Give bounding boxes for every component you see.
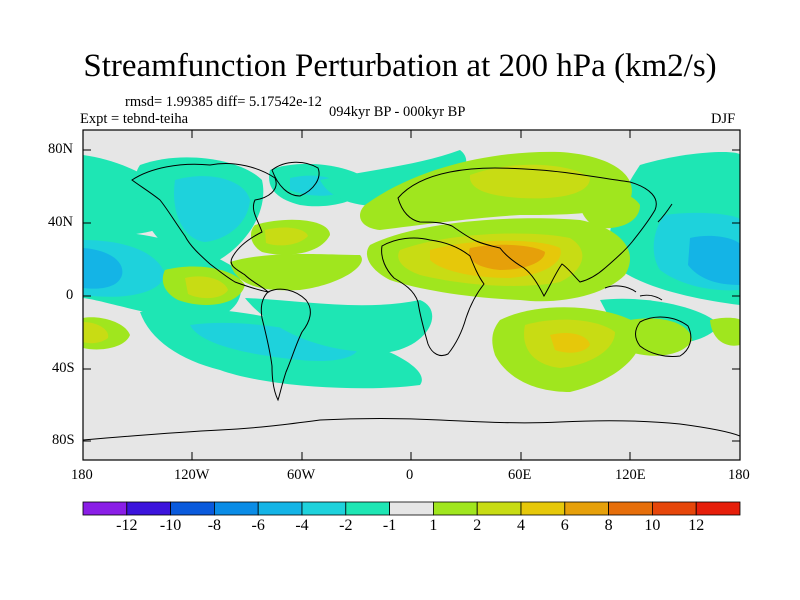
- colorbar-box: [608, 501, 653, 516]
- x-tick-60w: 60W: [287, 467, 316, 483]
- colorbar: [82, 501, 741, 516]
- coast-africa: [381, 237, 485, 357]
- coast-antarctica: [83, 418, 740, 441]
- contour-negative-siberia: [665, 156, 725, 180]
- coast-europe-asia: [397, 167, 657, 298]
- x-tick-180w: 180: [71, 467, 93, 483]
- colorbar-box: [301, 501, 347, 516]
- colorbar-box: [432, 501, 478, 516]
- colorbar-label: 4: [517, 517, 525, 534]
- contour-positive-na-east-2: [265, 227, 308, 246]
- contour-positive-mideast-8: [468, 244, 545, 270]
- contour-positive-indian-south-4: [550, 333, 590, 353]
- x-tick-120w: 120W: [174, 467, 210, 483]
- contour-negative-east-asia-4: [688, 235, 740, 285]
- coast-australia: [635, 316, 692, 357]
- contour-negative-south-pacific-2: [190, 322, 358, 361]
- axis-ticks: [83, 130, 740, 460]
- contour-positive-east-asia: [579, 189, 640, 229]
- contour-positive-south-america: [230, 253, 362, 291]
- colorbar-box: [213, 501, 259, 516]
- y-tick-80s: 80S: [52, 432, 75, 448]
- colorbar-box: [389, 501, 434, 516]
- y-tick-40s: 40S: [52, 360, 75, 376]
- colorbar-box: [82, 501, 128, 516]
- colorbar-box: [170, 501, 215, 516]
- plot-title: Streamfunction Perturbation at 200 hPa (…: [83, 48, 717, 84]
- colorbar-label: 1: [429, 517, 438, 534]
- colorbar-label: -2: [339, 517, 353, 534]
- colorbar-label: -8: [207, 517, 222, 534]
- colorbar-box: [476, 501, 522, 516]
- colorbar-box: [257, 501, 303, 516]
- x-tick-120e: 120E: [615, 467, 646, 483]
- coast-south-america: [260, 288, 311, 402]
- y-tick-40n: 40N: [48, 214, 73, 230]
- x-tick-60e: 60E: [508, 467, 532, 483]
- colorbar-box: [652, 501, 697, 516]
- coast-greenland: [271, 161, 320, 197]
- contour-negative-atlantic-south: [245, 298, 433, 353]
- contour-positive-pacific-subtropic-2: [185, 276, 228, 299]
- colorbar-box: [126, 501, 172, 516]
- contour-positive-pacific-east: [710, 317, 740, 346]
- contour-field: [83, 130, 740, 460]
- colorbar-label: -4: [295, 517, 309, 534]
- contour-positive-south-pacific-2: [83, 322, 109, 344]
- y-tick-80n: 80N: [48, 141, 73, 157]
- contour-negative-pacific-4: [83, 248, 123, 289]
- coast-japan: [657, 203, 673, 223]
- colorbar-label: 2: [473, 517, 482, 534]
- coast-north-america: [131, 162, 277, 293]
- colorbar-label: 12: [688, 517, 705, 534]
- contour-negative-na-2: [174, 176, 250, 242]
- stats-text: rmsd= 1.99385 diff= 5.17542e-12: [125, 94, 322, 110]
- coast-indonesia: [604, 285, 663, 301]
- colorbar-label: -6: [251, 517, 265, 534]
- contour-positive-eurasia-2: [469, 164, 590, 199]
- y-tick-0: 0: [66, 287, 74, 303]
- colorbar-box: [345, 501, 390, 516]
- period-label: 094kyr BP - 000kyr BP: [329, 104, 466, 120]
- colorbar-box: [520, 501, 566, 516]
- x-tick-180e: 180: [728, 467, 750, 483]
- colorbar-label: 8: [604, 517, 613, 534]
- colorbar-label: -12: [116, 517, 138, 534]
- contour-positive-australia: [630, 318, 692, 356]
- colorbar-box: [695, 501, 741, 516]
- colorbar-label: -10: [159, 517, 182, 534]
- colorbar-label: -1: [382, 517, 397, 534]
- experiment-label: Expt = tebnd-teiha: [80, 111, 189, 127]
- colorbar-label: 10: [644, 517, 661, 534]
- x-tick-0: 0: [406, 467, 414, 483]
- coastlines: [83, 161, 740, 441]
- colorbar-box: [564, 501, 609, 516]
- season-label: DJF: [711, 111, 736, 127]
- colorbar-label: 6: [560, 517, 569, 534]
